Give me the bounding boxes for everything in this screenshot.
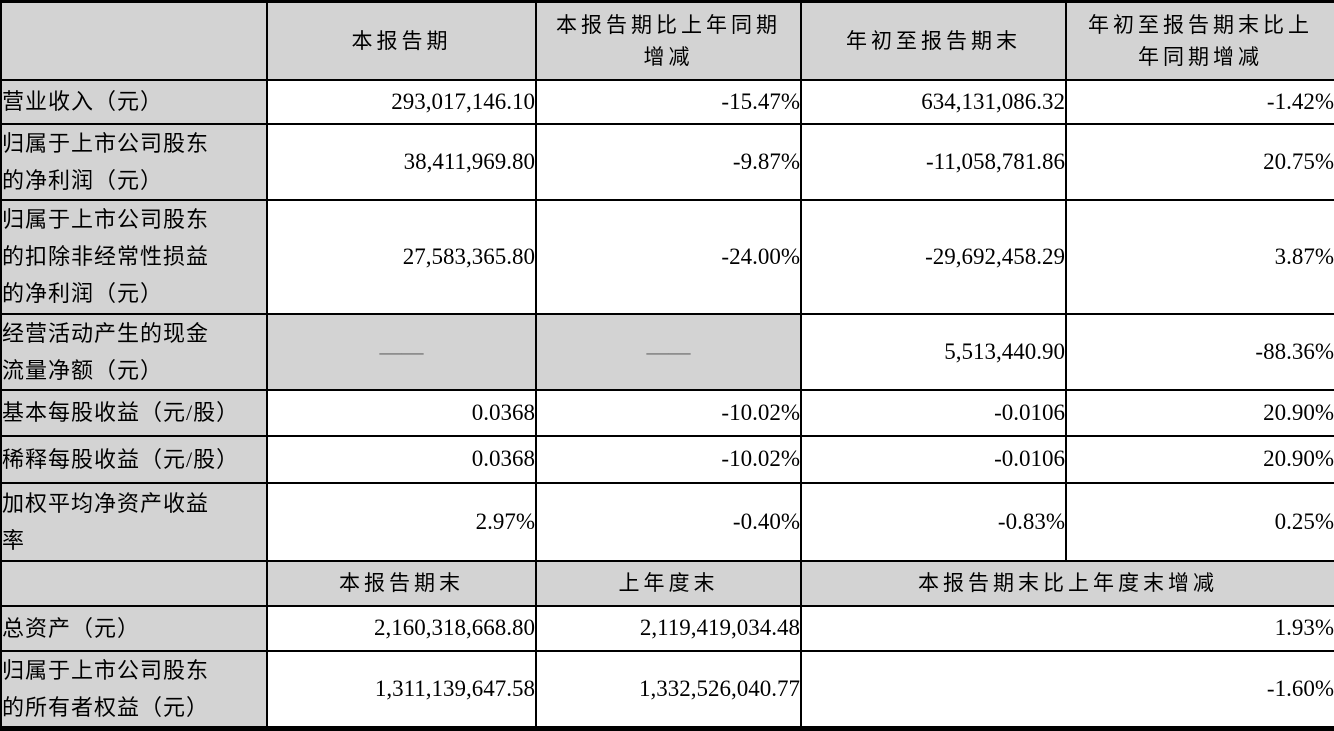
value-cell: -15.47% (535, 78, 802, 125)
value-cell: 2,119,419,034.48 (535, 604, 802, 652)
header-cell-period-end-change: 本报告期末比上年度末增减 (800, 559, 1334, 607)
row-label-cell: 归属于上市公司股东 的净利润（元） (0, 122, 268, 201)
corner-cell (0, 0, 268, 81)
row-label-cell: 经营活动产生的现金 流量净额（元） (0, 312, 268, 391)
header-cell-ytd-yoy-change: 年初至报告期末比上 年同期增减 (1065, 0, 1334, 81)
dash-cell: —— (266, 312, 537, 391)
table-row: 归属于上市公司股东 的所有者权益（元） 1,311,139,647.58 1,3… (0, 649, 1334, 729)
header-cell-ytd: 年初至报告期末 (800, 0, 1067, 81)
table-row: 稀释每股收益（元/股） 0.0368 -10.02% -0.0106 20.90… (0, 434, 1334, 484)
value-cell: -1.60% (800, 649, 1334, 729)
table-row: 归属于上市公司股东 的扣除非经常性损益 的净利润（元） 27,583,365.8… (0, 198, 1334, 315)
row-label-cell: 归属于上市公司股东 的所有者权益（元） (0, 649, 268, 729)
value-cell: 2.97% (266, 481, 537, 562)
row-label-cell: 营业收入（元） (0, 78, 268, 125)
value-cell: 2,160,318,668.80 (266, 604, 537, 652)
row-label-cell: 加权平均净资产收益 率 (0, 481, 268, 562)
value-cell: 27,583,365.80 (266, 198, 537, 315)
value-cell: -11,058,781.86 (800, 122, 1067, 201)
value-cell: -29,692,458.29 (800, 198, 1067, 315)
value-cell: -88.36% (1065, 312, 1334, 391)
value-cell: -24.00% (535, 198, 802, 315)
row-label-cell: 稀释每股收益（元/股） (0, 434, 268, 484)
value-cell: 20.90% (1065, 388, 1334, 437)
value-cell: 20.90% (1065, 434, 1334, 484)
value-cell: 293,017,146.10 (266, 78, 537, 125)
value-cell: 634,131,086.32 (800, 78, 1067, 125)
value-cell: 3.87% (1065, 198, 1334, 315)
value-cell: -0.0106 (800, 388, 1067, 437)
value-cell: 0.25% (1065, 481, 1334, 562)
table-row: 经营活动产生的现金 流量净额（元） —— —— 5,513,440.90 -88… (0, 312, 1334, 391)
value-cell: 1,311,139,647.58 (266, 649, 537, 729)
value-cell: -1.42% (1065, 78, 1334, 125)
value-cell: 0.0368 (266, 434, 537, 484)
value-cell: 38,411,969.80 (266, 122, 537, 201)
value-cell: 1,332,526,040.77 (535, 649, 802, 729)
header-cell-current-period: 本报告期 (266, 0, 537, 81)
table-row: 加权平均净资产收益 率 2.97% -0.40% -0.83% 0.25% (0, 481, 1334, 562)
value-cell: 20.75% (1065, 122, 1334, 201)
value-cell: -0.0106 (800, 434, 1067, 484)
header-cell-prior-year-end: 上年度末 (535, 559, 802, 607)
row-label-cell: 总资产（元） (0, 604, 268, 652)
period-end-header-row: 本报告期末 上年度末 本报告期末比上年度末增减 (0, 559, 1334, 607)
table-row: 总资产（元） 2,160,318,668.80 2,119,419,034.48… (0, 604, 1334, 652)
header-cell-period-end: 本报告期末 (266, 559, 537, 607)
corner-cell (0, 559, 268, 607)
value-cell: -10.02% (535, 388, 802, 437)
value-cell: -0.40% (535, 481, 802, 562)
value-cell: 0.0368 (266, 388, 537, 437)
value-cell: -10.02% (535, 434, 802, 484)
row-label-cell: 归属于上市公司股东 的扣除非经常性损益 的净利润（元） (0, 198, 268, 315)
table-row: 归属于上市公司股东 的净利润（元） 38,411,969.80 -9.87% -… (0, 122, 1334, 201)
value-cell: -9.87% (535, 122, 802, 201)
row-label-cell: 基本每股收益（元/股） (0, 388, 268, 437)
table-row: 营业收入（元） 293,017,146.10 -15.47% 634,131,0… (0, 78, 1334, 125)
value-cell: 1.93% (800, 604, 1334, 652)
period-header-row: 本报告期 本报告期比上年同期 增减 年初至报告期末 年初至报告期末比上 年同期增… (0, 0, 1334, 81)
value-cell: 5,513,440.90 (800, 312, 1067, 391)
header-cell-yoy-change: 本报告期比上年同期 增减 (535, 0, 802, 81)
dash-cell: —— (535, 312, 802, 391)
table-row: 基本每股收益（元/股） 0.0368 -10.02% -0.0106 20.90… (0, 388, 1334, 437)
value-cell: -0.83% (800, 481, 1067, 562)
